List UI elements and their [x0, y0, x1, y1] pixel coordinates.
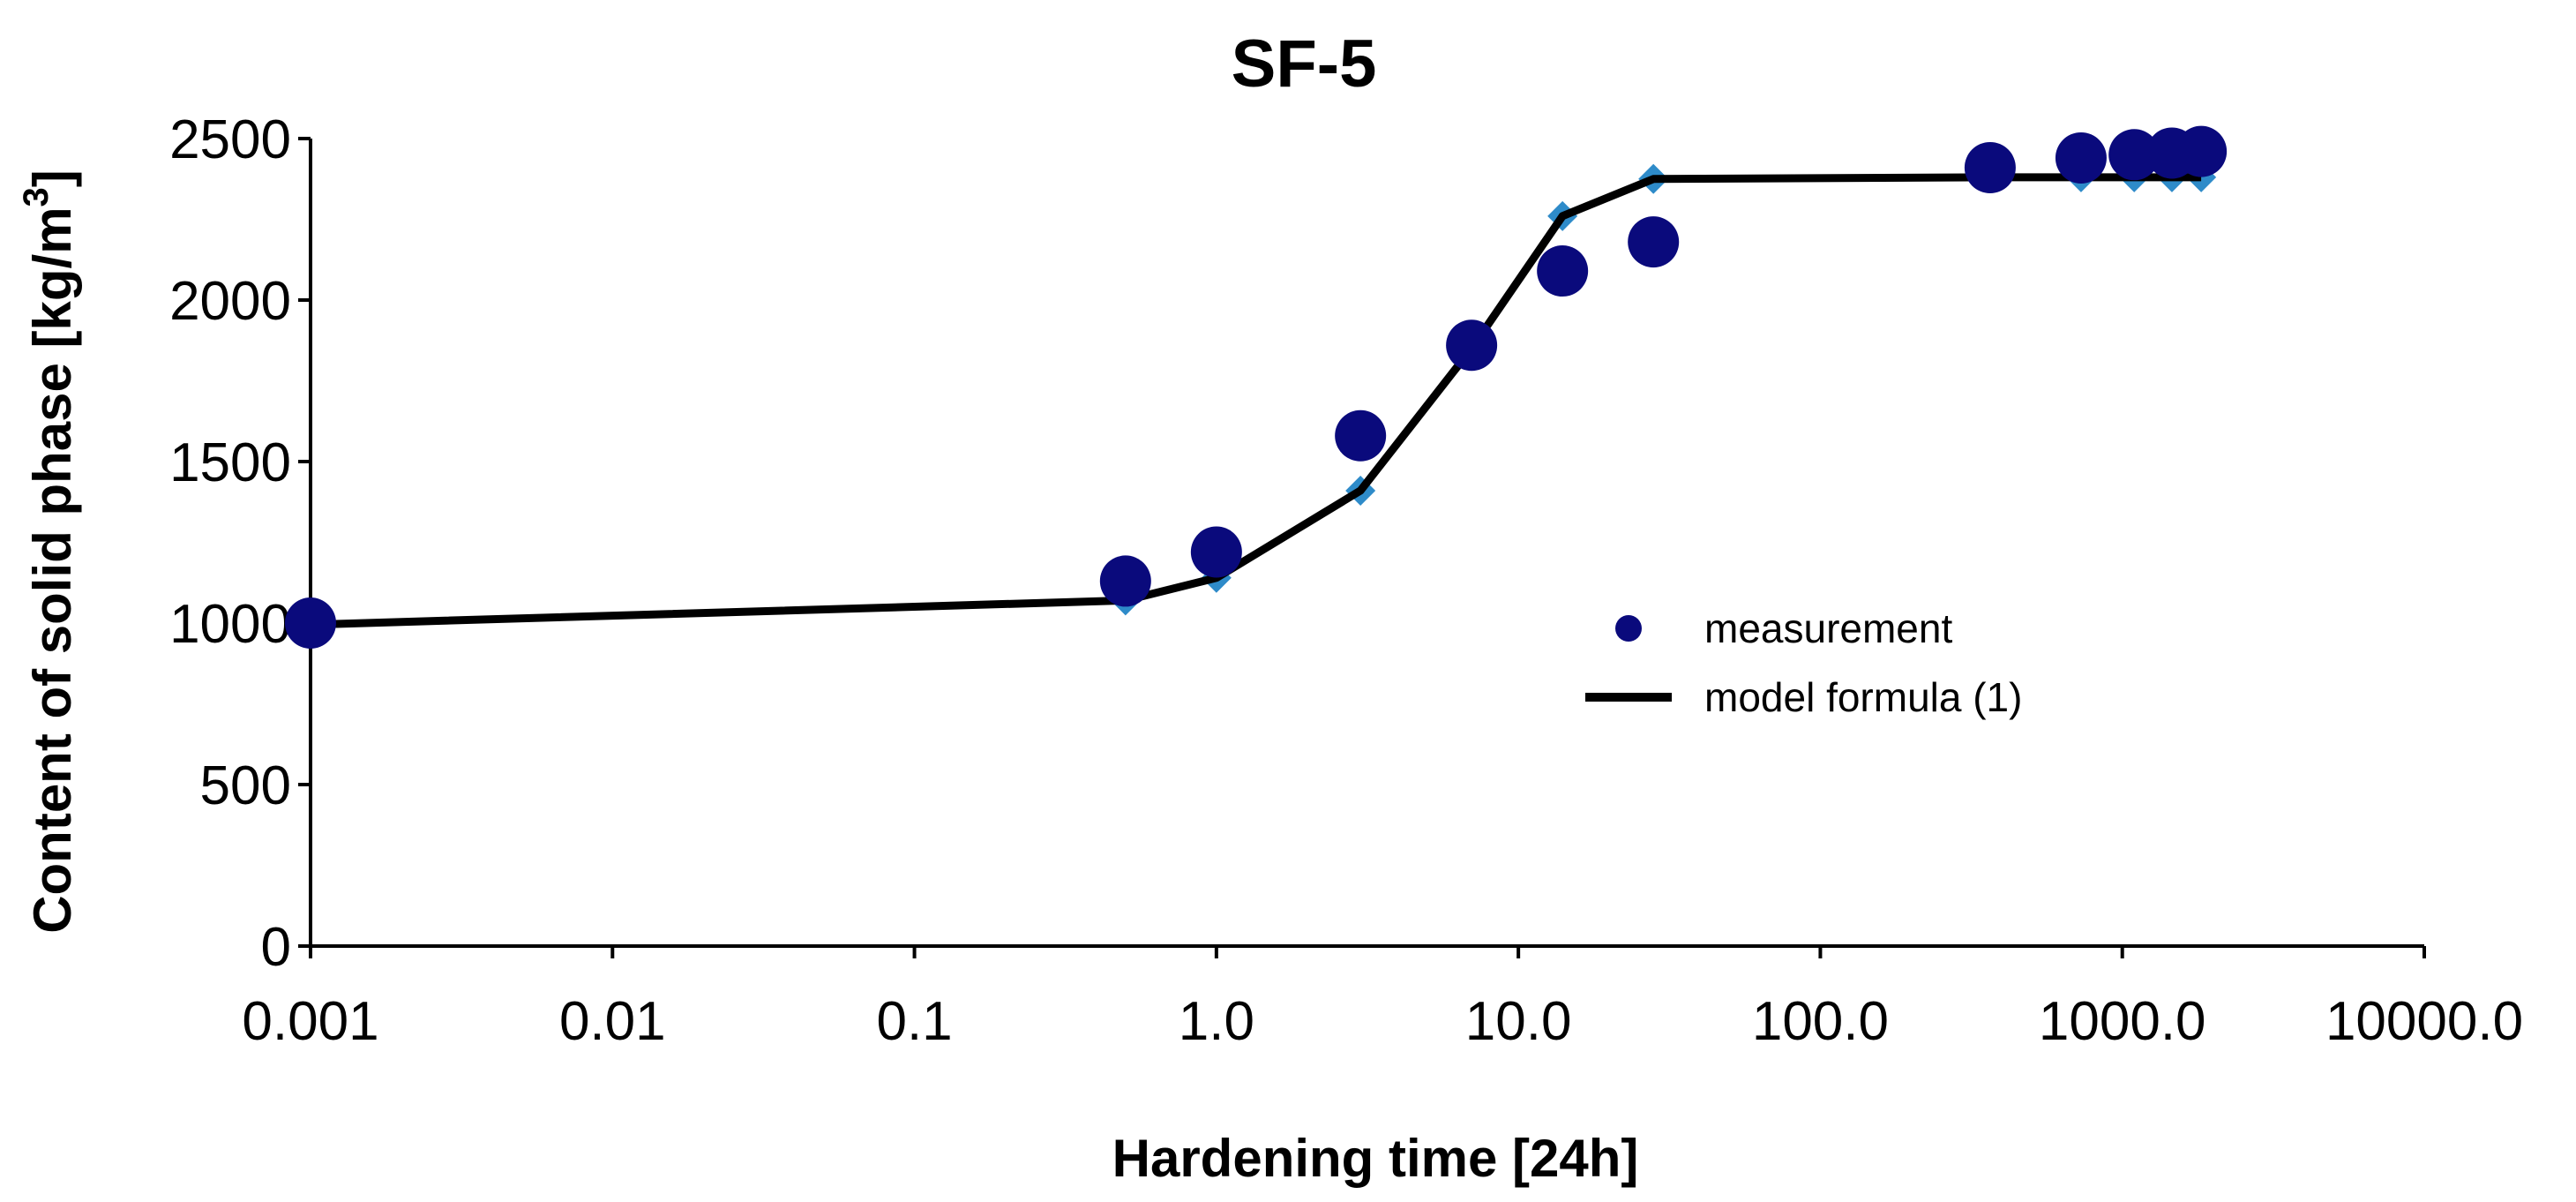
model-series	[296, 162, 2217, 640]
x-tick-label: 10.0	[1465, 991, 1572, 1052]
measurement-point	[1335, 409, 1387, 462]
y-tick-label: 2000	[169, 271, 291, 332]
x-tick-label: 0.001	[242, 991, 378, 1052]
y-tick-label: 2500	[169, 109, 291, 170]
x-tick-label: 1000.0	[2039, 991, 2206, 1052]
y-tick-label: 500	[200, 755, 291, 816]
y-tick-label: 1000	[169, 594, 291, 655]
y-axis-ticks: 0 500 1000 1500 2000 2500	[169, 109, 311, 978]
x-tick-label: 100.0	[1752, 991, 1889, 1052]
measurement-point	[1190, 526, 1242, 578]
measurement-point	[2108, 129, 2160, 181]
x-axis-ticks: 0.001 0.01 0.1 1.0 10.0 100.0 1000.0 10000.0	[242, 946, 2523, 1052]
chart-title: SF-5	[1232, 26, 1377, 101]
y-axis-title-main: Content of solid phase [kg/m	[23, 207, 82, 933]
model-line	[310, 173, 2202, 629]
legend-measurement-marker	[1615, 615, 1642, 642]
legend: measurement model formula (1)	[1585, 605, 2022, 720]
measurement-point	[2055, 131, 2107, 184]
measurement-point	[285, 597, 336, 649]
measurement-point	[2175, 125, 2228, 177]
x-tick-label: 1.0	[1179, 991, 1254, 1052]
measurement-series	[285, 125, 2228, 649]
measurement-point	[1537, 245, 1589, 297]
measurement-point	[1099, 555, 1151, 607]
x-axis-title: Hardening time [24h]	[1112, 1129, 1639, 1188]
x-tick-label: 0.01	[559, 991, 666, 1052]
legend-model-label: model formula (1)	[1704, 674, 2022, 720]
x-tick-label: 10000.0	[2325, 991, 2523, 1052]
y-tick-label: 1500	[169, 432, 291, 493]
measurement-point	[1964, 141, 2016, 193]
measurement-point	[1628, 216, 1680, 268]
legend-measurement-label: measurement	[1704, 605, 1952, 651]
y-tick-label: 0	[261, 917, 291, 978]
axes	[309, 139, 2424, 948]
measurement-point	[1446, 319, 1498, 372]
y-axis-title: Content of solid phase [kg/m3]	[17, 169, 82, 934]
y-axis-title-close: ]	[23, 169, 82, 187]
y-axis-title-superscript: 3	[17, 187, 56, 207]
x-tick-label: 0.1	[876, 991, 952, 1052]
